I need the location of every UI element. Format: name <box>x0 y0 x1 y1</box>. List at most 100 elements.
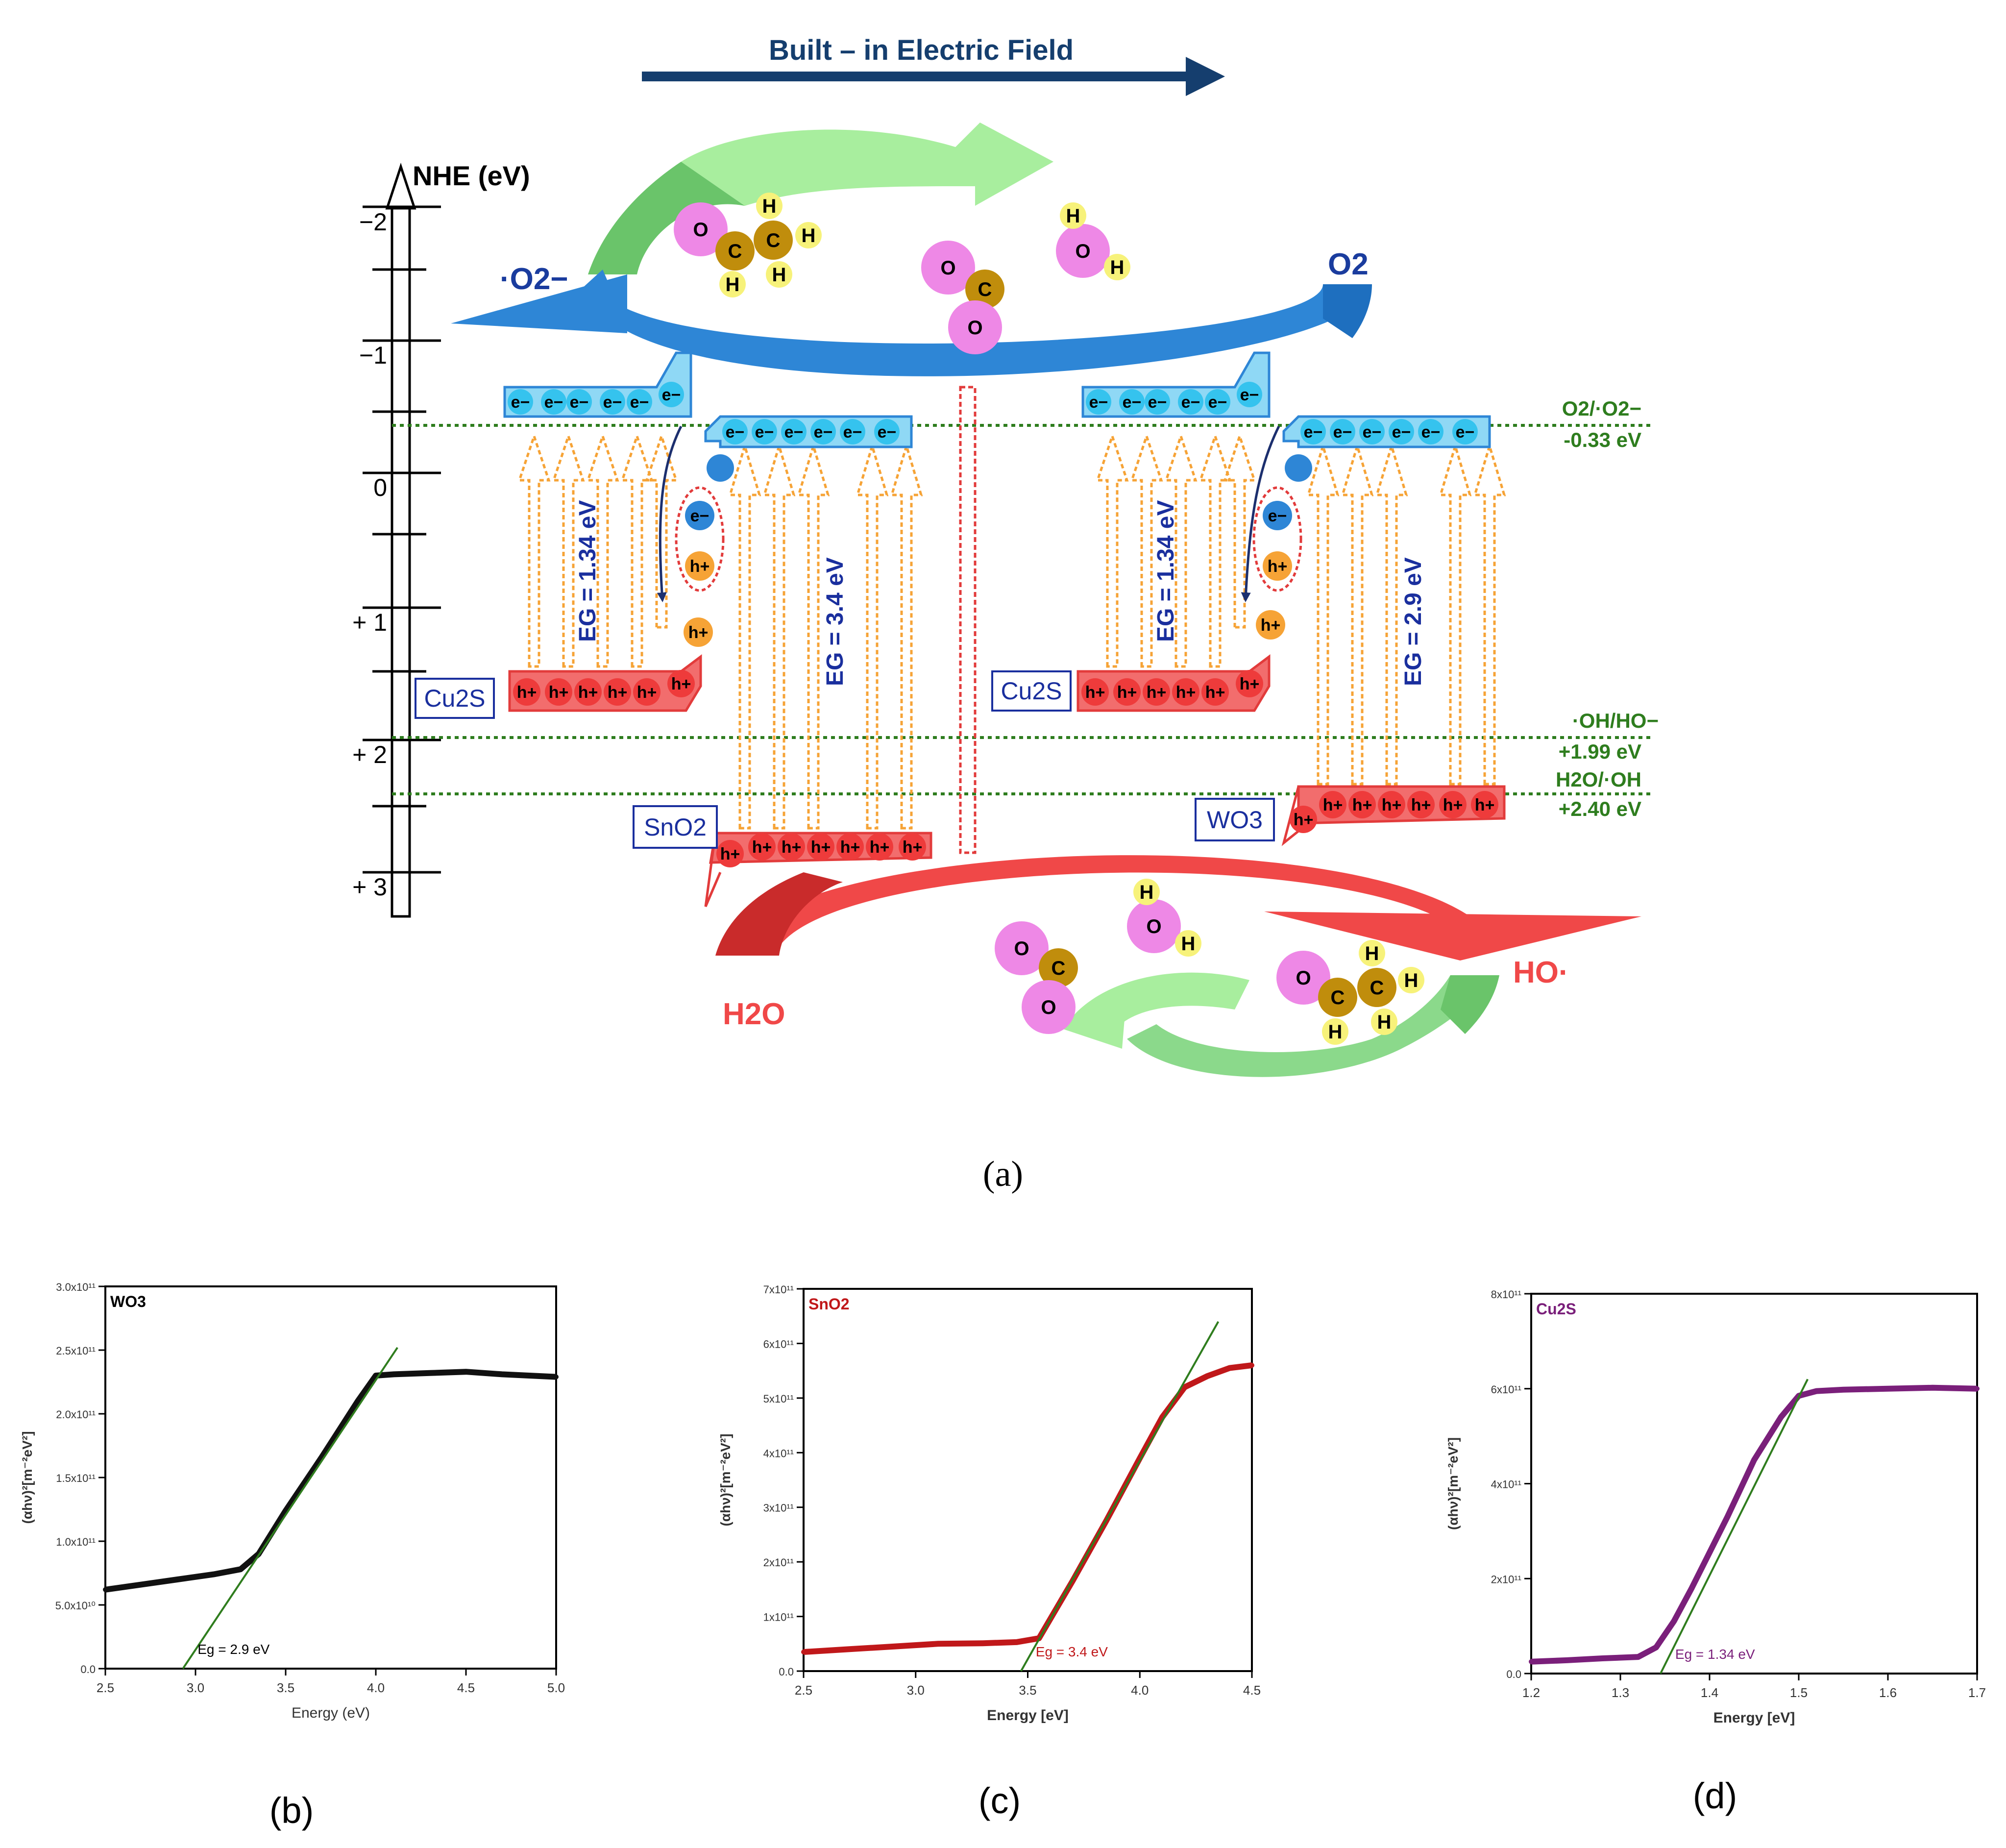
plot-frame <box>104 1285 557 1670</box>
atom-c: C <box>978 279 992 300</box>
material-cu2s-right: Cu2S <box>1001 677 1062 705</box>
data-point <box>891 1644 896 1649</box>
y-tick-label: 3.0x10¹¹ <box>56 1281 96 1293</box>
bandgap-cu2s-right: EG = 1.34 eV <box>1153 500 1179 642</box>
atom-c: C <box>728 241 742 262</box>
electron: e− <box>1421 423 1441 442</box>
bandgap-annotation: Eg = 1.34 eV <box>1675 1647 1755 1662</box>
bandgap-wo3: EG = 2.9 eV <box>1400 557 1426 686</box>
electron: e− <box>662 386 681 404</box>
hole: h+ <box>1475 796 1495 814</box>
bandgap-cu2s-left: EG = 1.34 eV <box>575 500 601 642</box>
hole: h+ <box>1085 683 1105 702</box>
superoxide-label: ·O2− <box>500 262 568 296</box>
o2-potential-label: O2/·O2− <box>1562 397 1641 420</box>
bottom-red-oxidation-arrow <box>715 855 1641 961</box>
label-box-cu2s-left <box>415 678 495 719</box>
electron: e− <box>603 393 622 412</box>
y-tick-label: 2x10¹¹ <box>763 1556 794 1569</box>
y-tick-label: 4x10¹¹ <box>1491 1478 1521 1491</box>
tick-label-plus1: + 1 <box>352 609 387 636</box>
electron-row-cu2s-right: e− e− e− e− e− e− <box>1086 382 1262 415</box>
x-tick-label: 3.0 <box>187 1680 204 1695</box>
co2-molecule-top: O C O <box>921 241 1004 354</box>
electron: e− <box>1304 423 1323 442</box>
data-point <box>1841 1387 1846 1392</box>
hole: h+ <box>1411 796 1431 814</box>
x-tick-label: 4.5 <box>457 1680 475 1695</box>
material-sno2: SnO2 <box>644 813 707 841</box>
atom-h: H <box>1140 882 1154 903</box>
electron-row-wo3: e− e− e− e− e− e− <box>1300 419 1478 444</box>
data-point <box>238 1567 243 1572</box>
y-tick-label: 4x10¹¹ <box>763 1447 794 1459</box>
electron: e− <box>1268 507 1287 525</box>
electron: e− <box>1123 393 1142 412</box>
y-axis-label: (αhν)²[m⁻²eV²] <box>718 1433 733 1526</box>
hydroxyl-label: HO· <box>1513 956 1569 989</box>
data-point <box>1529 1659 1534 1664</box>
x-tick-label: 1.5 <box>1790 1685 1808 1700</box>
bandgap-annotation: Eg = 3.4 eV <box>1036 1644 1108 1659</box>
x-tick-label: 1.2 <box>1522 1685 1540 1700</box>
oh-potential-value: +1.99 eV <box>1559 740 1641 763</box>
charge-transfer-right: e− h+ h+ <box>1241 425 1312 640</box>
co2-molecule-bottom: O C O <box>995 921 1078 1034</box>
nhe-axis <box>363 163 441 918</box>
y-tick-label: 3x10¹¹ <box>763 1502 794 1514</box>
hole: h+ <box>1117 683 1137 702</box>
electron: e− <box>630 393 649 412</box>
y-tick-label: 0.0 <box>80 1663 96 1676</box>
hole: h+ <box>1240 675 1260 693</box>
charge-transfer-left: e− h+ h+ <box>657 425 734 647</box>
caption: (d) <box>1693 1775 1737 1816</box>
data-point <box>935 1641 941 1647</box>
data-point <box>1975 1386 1980 1391</box>
tick-label-plus3: + 3 <box>352 873 387 901</box>
o2-potential-value: -0.33 eV <box>1564 428 1641 451</box>
axis-ticks <box>363 205 441 874</box>
atom-o: O <box>693 219 708 241</box>
legend-label: SnO2 <box>808 1295 850 1313</box>
electron: e− <box>1181 393 1200 412</box>
hole-row-wo3: h+ h+ h+ h+ h+ h+ h+ <box>1290 791 1498 833</box>
tick-label-minus2: −2 <box>359 208 387 236</box>
hole: h+ <box>1205 683 1225 702</box>
hole: h+ <box>1261 616 1281 635</box>
x-axis-label: Energy [eV] <box>1713 1710 1795 1726</box>
atom-h: H <box>1404 970 1419 991</box>
atom-c: C <box>1370 977 1384 999</box>
electron: e− <box>1333 423 1352 442</box>
y-tick-label: 2.0x10¹¹ <box>56 1408 96 1421</box>
hole: h+ <box>811 838 831 857</box>
hole: h+ <box>870 838 890 857</box>
data-point <box>139 1582 144 1587</box>
hole: h+ <box>1147 683 1167 702</box>
linear-fit-line <box>1660 1379 1809 1674</box>
legend-label: Cu2S <box>1536 1300 1576 1318</box>
atom-o: O <box>940 257 955 279</box>
electron: e− <box>1456 423 1475 442</box>
data-point <box>1930 1385 1935 1390</box>
y-axis-label: (αhν)²[m⁻²eV²] <box>1445 1437 1461 1530</box>
data-point <box>554 1374 559 1380</box>
x-tick-label: 5.0 <box>547 1680 565 1695</box>
x-tick-label: 4.0 <box>1131 1683 1149 1698</box>
y-tick-label: 2.5x10¹¹ <box>56 1345 96 1357</box>
x-tick-label: 1.3 <box>1612 1685 1629 1700</box>
atom-h: H <box>1365 943 1379 964</box>
acetaldehyde-molecule-bottom: O C C H H H H <box>1276 940 1424 1045</box>
hole: h+ <box>903 838 923 857</box>
atom-c: C <box>766 230 781 251</box>
electron: e− <box>544 393 563 412</box>
data-point <box>1227 1365 1232 1371</box>
hole: h+ <box>671 675 691 693</box>
data-point <box>1885 1386 1890 1391</box>
axis-title: NHE (eV) <box>413 160 530 191</box>
hole: h+ <box>549 683 569 702</box>
y-tick-label: 6x10¹¹ <box>1491 1383 1521 1396</box>
hole: h+ <box>578 683 598 702</box>
hole: h+ <box>1268 557 1288 576</box>
material-wo3: WO3 <box>1207 806 1263 834</box>
electron: e− <box>511 393 530 412</box>
